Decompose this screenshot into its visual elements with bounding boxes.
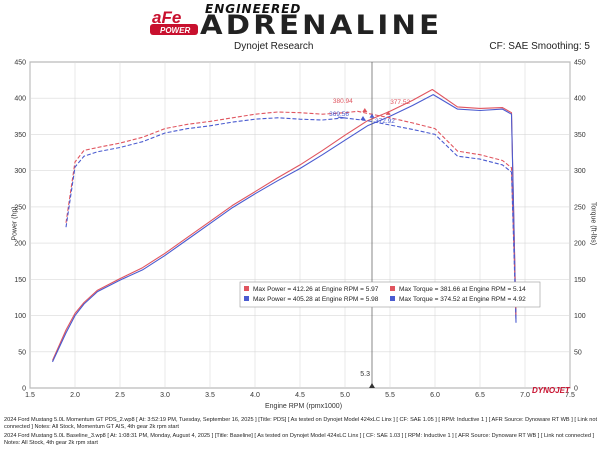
- x-tick-labels: 1.5 2.0 2.5 3.0 3.5 4.0 4.5 5.0 5.5 6.0 6.5 7.0 7.5: [25, 392, 575, 399]
- torque-series-line: [65, 116, 517, 320]
- legend-swatch: [390, 286, 395, 291]
- grid-lines: [29, 61, 571, 389]
- y-axis-label: Power (hp): [11, 206, 19, 241]
- y-tick-label: 50: [18, 349, 26, 356]
- series-lines: [51, 88, 517, 363]
- legend-max-torque: Max Torque = 381.66 at Engine RPM = 5.14: [399, 286, 526, 293]
- afe-logo-power-text: POWER: [160, 26, 190, 35]
- y2-tick-labels: 0 50 100 150 200 250 300 350 400 450: [574, 60, 586, 393]
- y-tick-labels: 0 50 100 150 200 250 300 350 400 450: [14, 60, 26, 393]
- y2-tick-label: 300: [574, 168, 586, 175]
- y2-axis-label: Torque (ft-lbs): [589, 201, 597, 246]
- y-tick-label: 0: [22, 386, 26, 393]
- peak-annotations: 380.94 377.52 369.56 372.92: [329, 98, 410, 125]
- afe-power-logo: aFe POWER: [150, 8, 198, 35]
- legend-swatch: [244, 286, 249, 291]
- y2-tick-label: 50: [574, 349, 582, 356]
- peak-annotation-label: 369.56: [329, 111, 349, 118]
- y-tick-label: 300: [14, 168, 26, 175]
- y2-tick-label: 0: [574, 386, 578, 393]
- x-tick-label: 5.0: [340, 392, 350, 399]
- y-tick-label: 100: [14, 313, 26, 320]
- y-tick-label: 250: [14, 204, 26, 211]
- legend-swatch: [390, 296, 395, 301]
- peak-marker: [385, 110, 391, 115]
- peak-annotation-label: 380.94: [333, 98, 353, 105]
- afe-logo-band: [150, 24, 198, 35]
- logo-engineered-text: ENGINEERED: [205, 2, 302, 16]
- x-tick-label: 5.5: [385, 392, 395, 399]
- x-tick-label: 3.0: [160, 392, 170, 399]
- y-tick-label: 400: [14, 96, 26, 103]
- legend-max-power: Max Power = 412.26 at Engine RPM = 5.97: [253, 286, 379, 293]
- y2-tick-label: 200: [574, 241, 586, 248]
- x-tick-label: 1.5: [25, 392, 35, 399]
- peak-marker: [360, 115, 366, 120]
- power-series-line: [51, 88, 517, 361]
- y2-tick-label: 350: [574, 132, 586, 139]
- run-info-1: 2024 Ford Mustang 5.0L Momentum GT PDS_2…: [4, 417, 598, 430]
- y2-tick-label: 400: [574, 96, 586, 103]
- cursor-marker: [369, 383, 375, 388]
- cursor-label: 5.3: [360, 371, 370, 378]
- y-tick-label: 200: [14, 241, 26, 248]
- peak-marker: [362, 107, 368, 112]
- afe-logo-text: aFe: [152, 8, 181, 27]
- legend-max-power: Max Power = 405.28 at Engine RPM = 5.98: [253, 296, 379, 303]
- x-tick-label: 3.5: [205, 392, 215, 399]
- y-tick-label: 350: [14, 132, 26, 139]
- y2-tick-label: 100: [574, 313, 586, 320]
- x-tick-label: 7.5: [565, 392, 575, 399]
- run-info-2: 2024 Ford Mustang 5.0L Baseline_3.wp8 [ …: [4, 433, 595, 446]
- legend-swatch: [244, 296, 249, 301]
- logo-adrenaline-text: ADRENALINE: [200, 10, 443, 41]
- x-tick-label: 2.0: [70, 392, 80, 399]
- x-axis-label: Engine RPM (rpmx1000): [265, 403, 343, 410]
- dynojet-research-label: Dynojet Research: [234, 41, 314, 52]
- power-series-line: [52, 94, 517, 363]
- legend-max-torque: Max Torque = 374.52 at Engine RPM = 4.92: [399, 296, 526, 303]
- dynojet-logo: DYNOJET: [532, 386, 570, 395]
- torque-series-line: [65, 110, 517, 315]
- x-tick-label: 6.0: [430, 392, 440, 399]
- correction-smoothing-label: CF: SAE Smoothing: 5: [489, 41, 590, 52]
- y-tick-label: 150: [14, 277, 26, 284]
- y2-tick-label: 450: [574, 60, 586, 67]
- y-tick-label: 450: [14, 60, 26, 67]
- x-tick-label: 7.0: [520, 392, 530, 399]
- legend-box: Max Power = 412.26 at Engine RPM = 5.97 M…: [239, 281, 541, 308]
- x-tick-label: 4.5: [295, 392, 305, 399]
- y2-tick-label: 150: [574, 277, 586, 284]
- peak-annotation-label: 372.92: [375, 118, 395, 125]
- peak-annotation-label: 377.52: [390, 99, 410, 106]
- peak-marker: [369, 113, 375, 118]
- x-tick-label: 4.0: [250, 392, 260, 399]
- x-tick-label: 2.5: [115, 392, 125, 399]
- y2-tick-label: 250: [574, 204, 586, 211]
- x-tick-label: 6.5: [475, 392, 485, 399]
